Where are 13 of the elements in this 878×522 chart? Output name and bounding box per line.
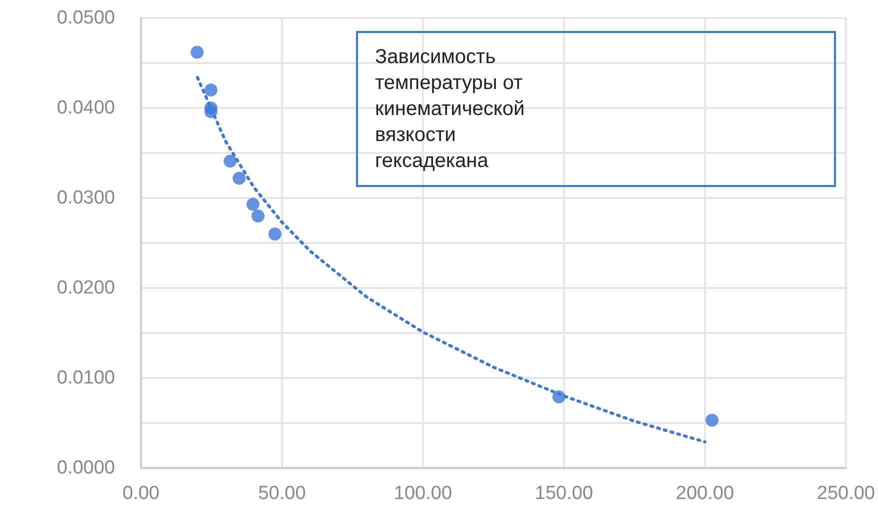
y-tick-label: 0.0100 (56, 368, 115, 388)
y-tick-label: 0.0500 (56, 8, 115, 28)
y-tick-label: 0.0300 (56, 188, 115, 208)
x-tick-label: 200.00 (676, 483, 734, 504)
x-tick-label: 250.00 (816, 483, 876, 504)
y-tick-label: 0.0200 (56, 278, 115, 298)
x-tick-label: 150.00 (534, 483, 594, 504)
x-tick-label: 0.00 (122, 483, 160, 504)
x-tick-label: 100.00 (394, 483, 452, 504)
text: Зависимость температуры от кинематической вязкости гексадекана (375, 46, 530, 172)
y-tick-label: 0.0000 (56, 458, 115, 478)
x-tick-label: 50.00 (258, 483, 306, 504)
y-tick-label: 0.0400 (56, 98, 115, 118)
